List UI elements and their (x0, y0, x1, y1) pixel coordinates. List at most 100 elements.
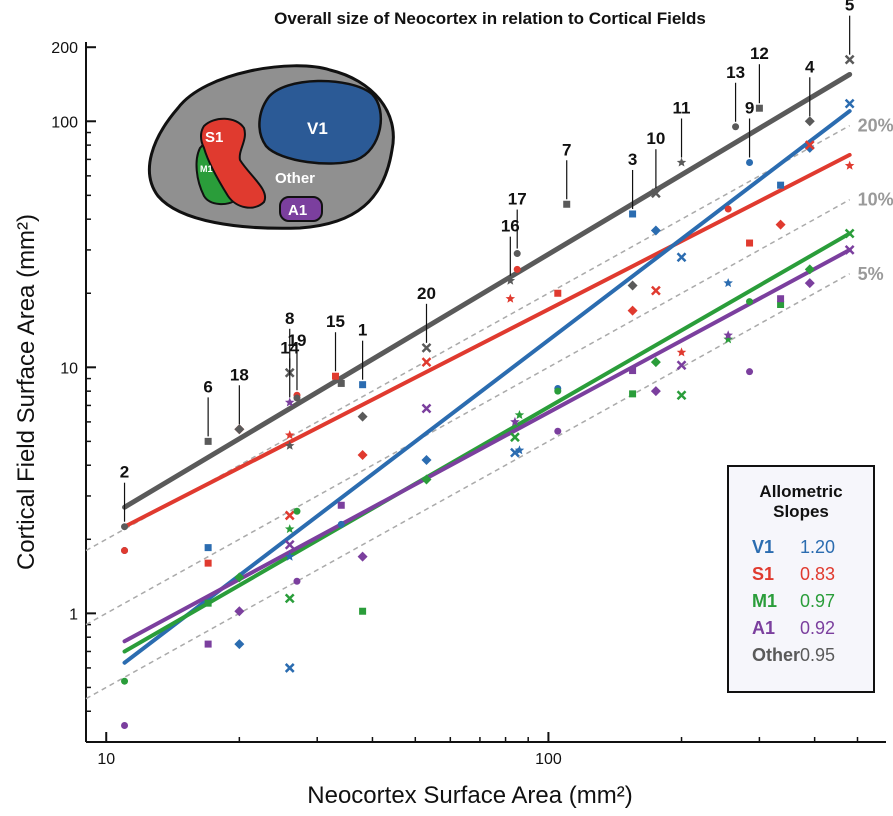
species-label-6: 6 (203, 377, 212, 396)
point-v1 (723, 278, 733, 288)
point-a1 (234, 606, 245, 617)
legend-title-line2: Slopes (773, 502, 829, 521)
legend-box (727, 465, 875, 693)
y-tick-label: 100 (51, 114, 78, 131)
point-m1 (510, 432, 520, 443)
point-m1 (844, 228, 855, 239)
point-other (284, 440, 295, 450)
point-v1 (204, 544, 212, 552)
point-a1 (777, 295, 785, 303)
point-s1 (204, 559, 212, 567)
species-label-16: 16 (501, 217, 520, 236)
y-tick-label: 10 (60, 360, 78, 377)
point-s1 (421, 357, 432, 367)
point-s1 (554, 289, 562, 297)
species-label-5: 5 (845, 0, 854, 15)
point-s1 (651, 285, 661, 296)
point-a1 (746, 368, 754, 376)
legend-title-line1: Allometric (759, 482, 842, 501)
point-other (293, 394, 301, 402)
point-s1 (775, 219, 786, 230)
point-other (421, 342, 432, 353)
legend-name-a1: A1 (752, 618, 775, 638)
point-a1 (844, 245, 855, 255)
point-m1 (514, 410, 525, 420)
point-m1 (293, 507, 301, 515)
point-other (844, 54, 855, 65)
point-a1 (804, 278, 815, 289)
species-label-14: 14 (280, 338, 299, 357)
point-a1 (284, 397, 295, 407)
species-label-4: 4 (805, 57, 815, 76)
a1-region (279, 196, 323, 222)
point-m1 (723, 334, 733, 344)
legend-name-m1: M1 (752, 591, 777, 611)
x-axis-label: Neocortex Surface Area (mm²) (307, 782, 632, 809)
species-label-9: 9 (745, 98, 754, 117)
point-m1 (777, 301, 785, 309)
species-label-8: 8 (285, 309, 294, 328)
point-v1 (804, 142, 815, 153)
point-v1 (514, 445, 525, 455)
point-m1 (121, 677, 129, 685)
point-other (804, 116, 815, 127)
species-label-13: 13 (726, 63, 745, 82)
chart-title: Overall size of Neocortex in relation to… (274, 9, 706, 28)
fit-line-a1 (122, 247, 852, 644)
point-m1 (804, 264, 815, 275)
legend-name-v1: V1 (752, 537, 774, 557)
x-tick-label: 100 (535, 751, 562, 768)
point-a1 (629, 367, 637, 375)
species-label-19: 19 (288, 331, 307, 350)
species-label-1: 1 (358, 321, 367, 340)
point-s1 (505, 293, 516, 303)
point-v1 (234, 639, 245, 650)
point-m1 (421, 474, 432, 485)
point-other (505, 275, 516, 285)
point-s1 (332, 372, 340, 380)
fit-line-other (122, 71, 853, 510)
point-a1 (650, 386, 661, 397)
reference-label: 20% (858, 116, 893, 136)
point-s1 (284, 430, 295, 440)
reference-label: 10% (858, 190, 893, 210)
point-a1 (293, 577, 301, 585)
point-a1 (284, 539, 295, 550)
point-a1 (510, 416, 520, 426)
y-axis-label: Cortical Field Surface Area (mm²) (13, 214, 40, 570)
inset-label-m1: M1 (200, 164, 213, 174)
v1-region (258, 79, 383, 165)
legend-slope-a1: 0.92 (800, 618, 835, 638)
species-label-10: 10 (646, 129, 665, 148)
point-s1 (513, 265, 521, 273)
fit-lines (122, 71, 853, 665)
point-a1 (554, 427, 562, 435)
inset-label-s1: S1 (205, 129, 223, 146)
point-other (676, 157, 687, 167)
point-v1 (421, 455, 432, 466)
tick-marks: 10 100 1 10 100 200 (51, 40, 859, 768)
point-s1 (284, 510, 295, 521)
point-s1 (746, 239, 754, 247)
species-label-18: 18 (230, 365, 249, 384)
slopes-legend: Allometric Slopes V1 1.20 S1 0.83 M1 0.97 A1 0.… (727, 465, 875, 693)
point-other (513, 250, 521, 258)
point-m1 (234, 572, 245, 583)
inset-label-v1: V1 (307, 119, 328, 138)
reference-label: 5% (858, 264, 884, 284)
point-m1 (629, 390, 637, 398)
point-other (357, 411, 368, 422)
point-v1 (284, 663, 295, 673)
species-label-17: 17 (508, 190, 527, 209)
point-v1 (337, 520, 345, 528)
species-label-12: 12 (750, 44, 769, 63)
point-s1 (121, 547, 129, 555)
point-a1 (357, 551, 368, 562)
point-other (563, 200, 571, 208)
point-m1 (554, 387, 562, 395)
point-m1 (676, 390, 687, 401)
point-a1 (204, 640, 212, 648)
point-other (755, 104, 763, 112)
